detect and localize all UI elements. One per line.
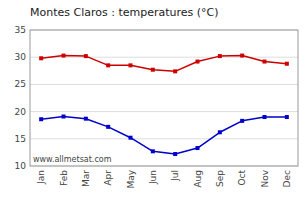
point xyxy=(151,68,155,72)
y-tick-label: 10 xyxy=(15,161,27,171)
point xyxy=(151,149,155,153)
point xyxy=(129,63,133,67)
x-tick-label: Aug xyxy=(193,170,203,188)
grid-line xyxy=(30,111,298,112)
point xyxy=(84,54,88,58)
x-tick-label: Oct xyxy=(237,170,247,186)
y-grid xyxy=(30,30,298,166)
x-tick-label: May xyxy=(126,169,136,188)
series-line xyxy=(41,116,287,154)
series-line xyxy=(41,56,287,72)
point xyxy=(39,117,43,121)
point xyxy=(218,130,222,134)
point xyxy=(173,152,177,156)
x-tick-label: Sep xyxy=(215,170,225,187)
point xyxy=(240,119,244,123)
point xyxy=(240,54,244,58)
x-tick-label: Jan xyxy=(36,170,46,185)
point xyxy=(263,60,267,64)
x-tick-label: Jul xyxy=(170,170,180,182)
x-tick-label: Nov xyxy=(260,169,270,187)
point xyxy=(62,54,66,58)
x-tick-label: Jun xyxy=(148,170,158,185)
plot-area xyxy=(39,54,289,156)
grid-line xyxy=(30,57,298,58)
point xyxy=(285,115,289,119)
grid-line xyxy=(30,84,298,85)
point xyxy=(263,115,267,119)
y-tick-label: 30 xyxy=(15,52,27,62)
y-tick-label: 25 xyxy=(15,79,26,89)
y-tick-label: 20 xyxy=(15,107,27,117)
point xyxy=(129,136,133,140)
point xyxy=(62,114,66,118)
point xyxy=(196,60,200,64)
point xyxy=(285,62,289,66)
x-tick-label: Apr xyxy=(103,170,113,186)
point xyxy=(39,56,43,60)
x-tick-label: Dec xyxy=(282,170,292,187)
point xyxy=(196,146,200,150)
grid-line xyxy=(30,138,298,139)
point xyxy=(106,125,110,129)
x-tick-label: Feb xyxy=(59,170,69,186)
point xyxy=(106,63,110,67)
annotation: www.allmetsat.com xyxy=(33,155,112,164)
x-tick-label: Mar xyxy=(81,170,91,187)
title: Montes Claros : temperatures (°C) xyxy=(30,6,219,19)
chart: Montes Claros : temperatures (°C) 10 15 20 2… xyxy=(0,0,305,200)
y-tick-label: 35 xyxy=(15,25,26,35)
point xyxy=(218,54,222,58)
y-tick-label: 15 xyxy=(15,134,26,144)
point xyxy=(84,117,88,121)
point xyxy=(173,69,177,73)
plot-frame xyxy=(30,30,298,166)
